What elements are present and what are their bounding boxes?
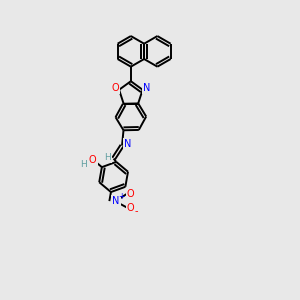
Text: +: + [118,193,124,202]
Text: O: O [112,83,119,93]
Text: O: O [127,189,134,199]
Text: N: N [124,139,131,149]
Text: N: N [112,196,119,206]
Text: O: O [89,155,97,165]
Text: H: H [81,160,87,169]
Text: N: N [143,83,150,93]
Text: -: - [135,206,138,216]
Text: O: O [127,202,134,213]
Text: H: H [104,153,110,162]
